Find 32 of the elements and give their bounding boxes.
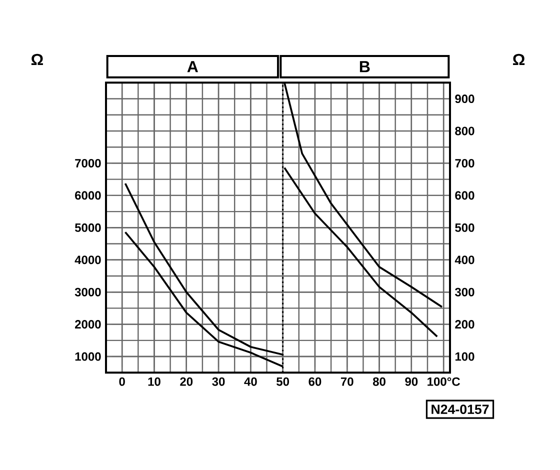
y-tick-label: 2000 — [75, 320, 101, 329]
x-tick-label: 100°C — [428, 377, 460, 386]
y2-tick-label: 300 — [454, 288, 474, 296]
x-tick-label: 0 — [119, 377, 125, 386]
y2-tick-label: 600 — [455, 191, 474, 200]
text: B — [360, 61, 370, 72]
y2-tick-label: 100 — [455, 352, 474, 361]
x-tick-label: 70 — [340, 377, 354, 386]
x-tick-label: 90 — [405, 377, 418, 386]
x-tick-label: 50 — [276, 377, 290, 386]
x-tick-label: 40 — [244, 377, 257, 386]
y2-tick-label: 200 — [455, 320, 474, 329]
x-tick-label: 80 — [372, 377, 386, 386]
y-tick-label: 3000 — [74, 288, 101, 296]
y2-tick-label: 400 — [454, 256, 474, 264]
y2-tick-label: 900 — [455, 94, 474, 104]
y-tick-label: 6000 — [75, 191, 101, 200]
x-tick-label: 30 — [212, 377, 225, 386]
x-tick-label: 10 — [148, 377, 160, 386]
y-axis-title: Ω — [31, 54, 43, 66]
y2-axis-title: Ω — [513, 54, 525, 66]
y2-tick-label: 500 — [455, 223, 474, 232]
y2-tick-label: 700 — [455, 158, 474, 168]
y2-tick-label: 800 — [455, 126, 474, 136]
y-tick-label: 1000 — [75, 352, 101, 361]
y-tick-label: 7000 — [75, 158, 101, 168]
text: A — [187, 61, 198, 72]
x-tick-label: 60 — [308, 377, 322, 386]
y-tick-label: 4000 — [74, 256, 101, 264]
x-tick-label: 20 — [180, 377, 193, 386]
y-tick-label: 5000 — [74, 223, 101, 232]
text: N24-0157 — [432, 404, 489, 414]
